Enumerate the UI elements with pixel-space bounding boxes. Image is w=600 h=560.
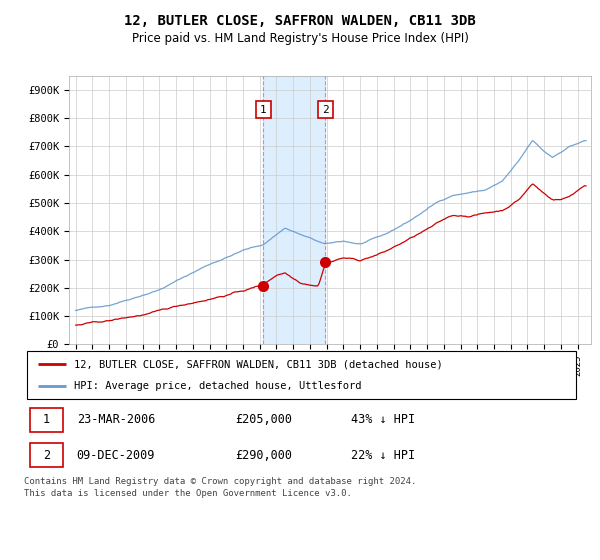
Text: Contains HM Land Registry data © Crown copyright and database right 2024.
This d: Contains HM Land Registry data © Crown c… — [24, 477, 416, 498]
FancyBboxPatch shape — [27, 351, 576, 399]
Text: £205,000: £205,000 — [235, 413, 292, 426]
Text: 2: 2 — [43, 449, 50, 462]
Text: 1: 1 — [260, 105, 267, 115]
Text: 23-MAR-2006: 23-MAR-2006 — [77, 413, 155, 426]
Bar — [263, 76, 325, 344]
Text: 22% ↓ HPI: 22% ↓ HPI — [352, 449, 416, 462]
FancyBboxPatch shape — [29, 444, 63, 467]
Text: 09-DEC-2009: 09-DEC-2009 — [77, 449, 155, 462]
Text: £290,000: £290,000 — [235, 449, 292, 462]
Text: 43% ↓ HPI: 43% ↓ HPI — [352, 413, 416, 426]
Text: HPI: Average price, detached house, Uttlesford: HPI: Average price, detached house, Uttl… — [74, 381, 361, 391]
Text: Price paid vs. HM Land Registry's House Price Index (HPI): Price paid vs. HM Land Registry's House … — [131, 32, 469, 45]
Text: 2: 2 — [322, 105, 329, 115]
Text: 12, BUTLER CLOSE, SAFFRON WALDEN, CB11 3DB: 12, BUTLER CLOSE, SAFFRON WALDEN, CB11 3… — [124, 14, 476, 28]
Text: 12, BUTLER CLOSE, SAFFRON WALDEN, CB11 3DB (detached house): 12, BUTLER CLOSE, SAFFRON WALDEN, CB11 3… — [74, 359, 443, 369]
Text: 1: 1 — [43, 413, 50, 426]
FancyBboxPatch shape — [29, 408, 63, 432]
